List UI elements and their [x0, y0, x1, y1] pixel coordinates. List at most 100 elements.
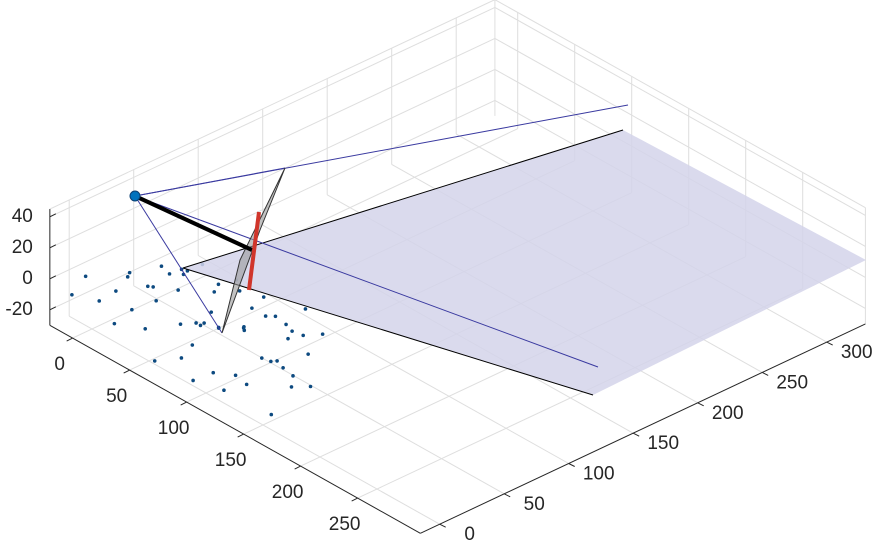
- point: [198, 323, 203, 328]
- point: [152, 359, 157, 363]
- point: [269, 412, 274, 417]
- y-tick: [439, 523, 446, 528]
- point: [190, 343, 195, 347]
- grid-line: [68, 315, 440, 525]
- box-edge: [49, 0, 496, 210]
- x-tick-label: 150: [215, 450, 247, 471]
- x-tick-label: 50: [106, 386, 127, 407]
- camera-center: [129, 190, 141, 202]
- grid-line: [133, 285, 505, 495]
- point: [191, 378, 195, 383]
- box-edge: [494, 0, 866, 209]
- x-tick-label: 100: [158, 418, 190, 439]
- z-tick: [49, 244, 57, 249]
- point: [237, 289, 242, 293]
- frustum-edge: [182, 267, 594, 396]
- grid-line: [494, 6, 866, 216]
- point: [179, 356, 184, 360]
- point: [114, 289, 118, 293]
- z-tick: [49, 306, 57, 311]
- point: [97, 299, 102, 303]
- point-layer: [70, 262, 325, 417]
- grid-line: [494, 37, 866, 247]
- point: [159, 264, 164, 269]
- point: [269, 359, 273, 364]
- y-tick-label: 300: [841, 342, 873, 363]
- y-tick-label: 250: [776, 372, 808, 393]
- y-tick-label: 50: [524, 494, 545, 515]
- point: [70, 292, 74, 297]
- point: [212, 290, 217, 294]
- point: [130, 307, 134, 312]
- point: [306, 352, 310, 356]
- view-ray: [134, 195, 599, 368]
- x-tick: [123, 369, 130, 374]
- point: [301, 333, 306, 338]
- optical-axis: [134, 194, 253, 252]
- y-tick: [632, 432, 640, 437]
- y-tick: [697, 402, 704, 407]
- point: [154, 298, 158, 303]
- point: [125, 275, 130, 279]
- point: [146, 284, 150, 289]
- point: [194, 321, 198, 325]
- x-tick: [294, 465, 301, 470]
- grid-line: [49, 37, 496, 249]
- point: [263, 314, 268, 318]
- point: [308, 384, 313, 389]
- point: [127, 270, 132, 275]
- point: [143, 326, 148, 331]
- x-axis: [49, 324, 421, 534]
- x-tick-label: 200: [272, 482, 304, 503]
- point: [233, 373, 238, 378]
- grid-line: [49, 6, 496, 218]
- point: [178, 322, 183, 326]
- x-tick-label: 250: [329, 514, 361, 535]
- tick-layer: 0 50 100 150 200 250 0 50 100 150 200 250 300 -20 0 20 4…: [5, 206, 872, 545]
- point: [273, 314, 278, 319]
- z-tick-label: -20: [5, 299, 32, 320]
- point: [244, 382, 249, 387]
- point: [281, 366, 285, 370]
- point: [260, 356, 264, 360]
- y-tick-label: 100: [583, 464, 615, 485]
- point: [291, 374, 295, 378]
- point: [289, 385, 294, 389]
- z-tick-label: 40: [12, 206, 33, 227]
- y-tick-label: 0: [464, 524, 475, 545]
- point: [284, 322, 288, 327]
- y-tick: [826, 341, 833, 346]
- y-tick-label: 150: [647, 433, 679, 454]
- view-ray: [134, 195, 223, 334]
- x-tick: [237, 433, 244, 438]
- z-tick-label: 20: [12, 237, 33, 258]
- point: [320, 332, 325, 336]
- point: [216, 282, 221, 287]
- x-tick: [351, 497, 358, 502]
- far-plane: [183, 130, 866, 395]
- red-segment: [247, 211, 261, 291]
- point: [241, 326, 246, 330]
- y-tick: [568, 463, 575, 467]
- view-ray: [134, 167, 286, 197]
- z-tick-label: 0: [22, 268, 33, 289]
- point: [250, 306, 254, 310]
- x-tick-label: 0: [54, 354, 65, 375]
- point: [167, 272, 172, 276]
- point: [275, 359, 279, 363]
- point: [176, 288, 180, 292]
- point: [209, 310, 214, 314]
- point: [222, 388, 226, 393]
- point: [303, 307, 308, 311]
- x-tick: [66, 337, 73, 342]
- grid-line: [49, 68, 496, 280]
- point: [151, 285, 155, 289]
- point: [202, 321, 206, 325]
- point: [290, 329, 294, 333]
- point: [112, 321, 117, 326]
- y-tick: [503, 493, 511, 498]
- z-tick: [49, 275, 57, 280]
- x-tick: [180, 401, 187, 406]
- grid-line: [49, 99, 496, 311]
